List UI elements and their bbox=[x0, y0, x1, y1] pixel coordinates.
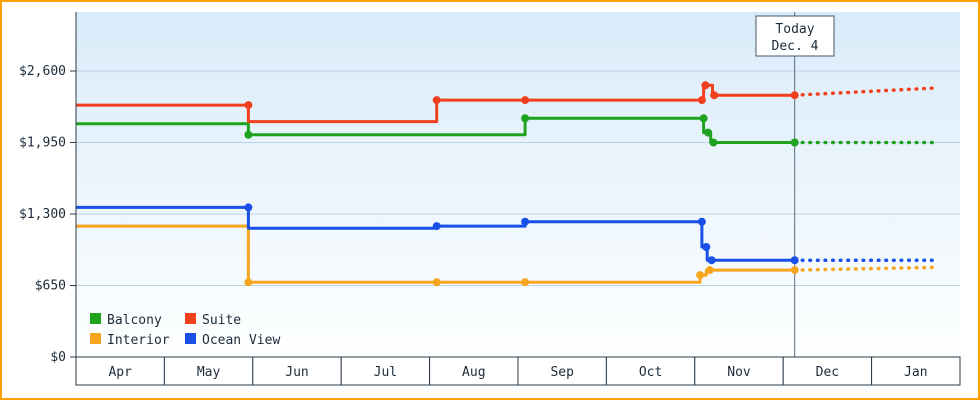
month-label: Aug bbox=[462, 365, 485, 380]
month-label: Dec bbox=[816, 365, 839, 380]
series-marker-interior bbox=[521, 278, 530, 287]
series-marker-interior bbox=[696, 271, 705, 280]
series-forecast-suite bbox=[792, 86, 936, 97]
month-label: Nov bbox=[727, 365, 751, 380]
series-forecast-interior bbox=[792, 265, 936, 272]
month-label: Jan bbox=[904, 365, 927, 380]
y-tick-label: $1,950 bbox=[19, 136, 66, 151]
y-tick-label: $0 bbox=[50, 350, 66, 365]
y-tick-label: $2,600 bbox=[19, 64, 66, 79]
month-label: Oct bbox=[639, 365, 662, 380]
month-cell bbox=[694, 356, 784, 386]
month-label: May bbox=[197, 365, 221, 380]
month-label: Sep bbox=[550, 365, 574, 380]
today-label-line1: Today bbox=[775, 22, 814, 37]
series-marker-suite bbox=[432, 96, 441, 105]
series-marker-ocean-view bbox=[697, 217, 706, 226]
series-line-suite bbox=[76, 83, 795, 124]
month-cell bbox=[429, 356, 519, 386]
month-cell bbox=[605, 356, 696, 386]
series-marker-interior bbox=[432, 278, 441, 287]
series-marker-suite bbox=[244, 101, 253, 110]
y-tick-label: $1,300 bbox=[19, 207, 66, 222]
series-marker-balcony bbox=[244, 130, 253, 139]
series-marker-ocean-view bbox=[432, 222, 441, 231]
data-series bbox=[76, 81, 936, 287]
series-marker-suite bbox=[697, 96, 706, 105]
series-marker-balcony bbox=[699, 114, 708, 123]
legend-swatch-interior bbox=[90, 333, 101, 344]
month-label: Jul bbox=[374, 365, 397, 380]
legend: Balcony Suite Interior Ocean View bbox=[90, 313, 280, 348]
series-marker-interior bbox=[790, 266, 799, 275]
series-marker-ocean-view bbox=[244, 203, 253, 212]
series-line-balcony bbox=[76, 116, 795, 144]
y-tick-label: $650 bbox=[35, 279, 66, 294]
series-marker-balcony bbox=[704, 128, 713, 137]
legend-swatch-balcony bbox=[90, 313, 101, 324]
legend-label-balcony: Balcony bbox=[107, 313, 162, 328]
series-marker-ocean-view bbox=[790, 256, 799, 265]
plot-background bbox=[76, 12, 960, 357]
legend-swatch-ocean-view bbox=[185, 333, 196, 344]
month-cell bbox=[163, 356, 254, 386]
series-marker-balcony bbox=[521, 114, 530, 123]
series-marker-balcony bbox=[709, 138, 718, 147]
today-label-line2: Dec. 4 bbox=[772, 39, 819, 54]
series-marker-ocean-view bbox=[707, 256, 716, 265]
series-marker-suite bbox=[521, 96, 530, 105]
month-cell bbox=[871, 356, 961, 386]
month-cell bbox=[340, 356, 431, 386]
series-marker-suite bbox=[790, 91, 799, 100]
series-marker-ocean-view bbox=[521, 217, 530, 226]
y-axis-labels: $0 $650 $1,300 $1,950 $2,600 bbox=[19, 64, 66, 365]
series-marker-balcony bbox=[790, 138, 799, 147]
series-marker-interior bbox=[244, 278, 253, 287]
series-marker-suite bbox=[701, 81, 710, 90]
month-cell bbox=[782, 356, 873, 386]
today-label-box bbox=[755, 15, 835, 57]
legend-label-suite: Suite bbox=[202, 313, 241, 328]
legend-label-interior: Interior bbox=[107, 333, 170, 348]
month-label: Apr bbox=[108, 365, 132, 380]
series-marker-interior bbox=[705, 266, 714, 275]
month-label: Jun bbox=[285, 365, 308, 380]
series-marker-suite bbox=[710, 91, 719, 100]
legend-swatch-suite bbox=[185, 313, 196, 324]
month-axis: Apr May Jun Jul Aug Sep Oct Nov Dec Jan bbox=[75, 356, 961, 386]
legend-label-ocean-view: Ocean View bbox=[202, 333, 280, 348]
series-marker-ocean-view bbox=[702, 243, 711, 251]
today-annotation: Today Dec. 4 bbox=[755, 15, 835, 57]
